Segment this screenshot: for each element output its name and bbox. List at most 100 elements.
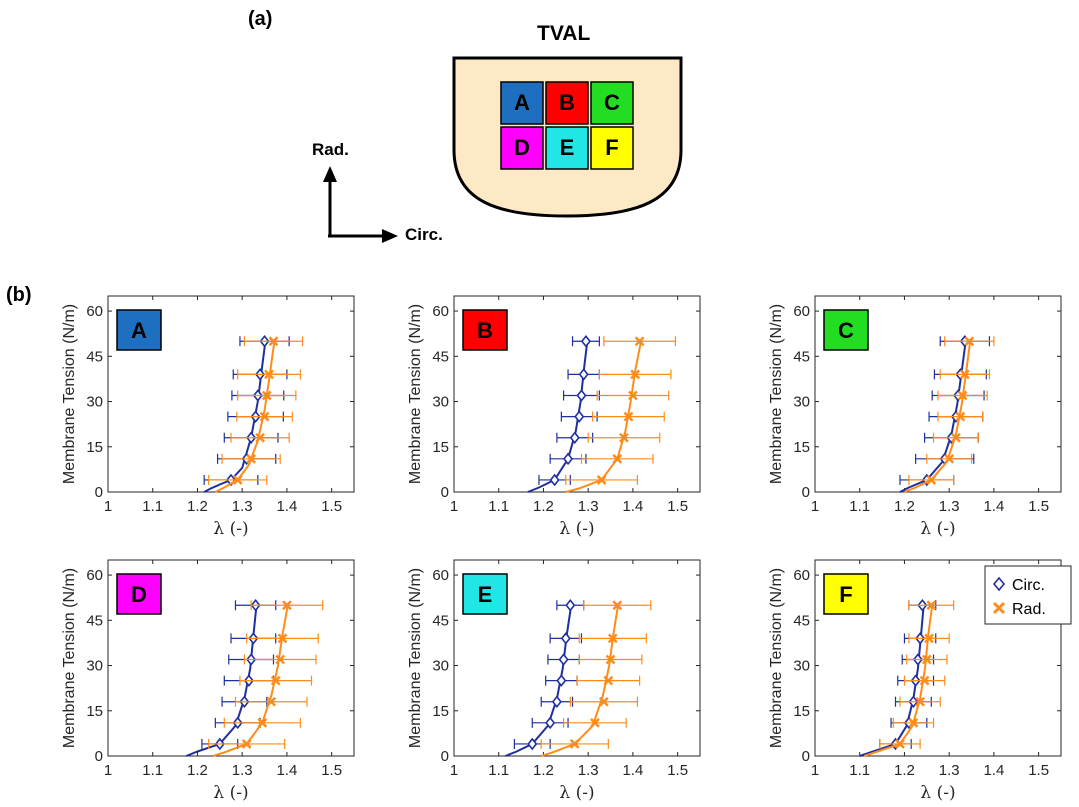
y-tick-label: 0 xyxy=(802,484,810,501)
region-letter-b: B xyxy=(559,90,575,115)
x-tick-label: 1.5 xyxy=(1028,498,1049,515)
region-box-c xyxy=(590,81,634,125)
data-point-rad xyxy=(944,453,955,464)
legend-rad-marker xyxy=(992,601,1006,615)
x-tick-label: 1.5 xyxy=(321,498,342,515)
x-tick-label: 1.3 xyxy=(578,762,599,779)
data-point-rad xyxy=(957,390,968,401)
region-letter-d: D xyxy=(514,135,530,160)
radial-arrow-head xyxy=(323,166,337,182)
x-tick-label: 1.2 xyxy=(894,498,915,515)
data-point-rad xyxy=(623,411,634,422)
y-axis-label: Membrane Tension (N/m) xyxy=(768,568,785,748)
x-tick-label: 1 xyxy=(104,498,112,515)
data-point-rad xyxy=(259,411,270,422)
x-axis-label: λ (-) xyxy=(213,783,248,803)
series-rad xyxy=(863,600,955,757)
y-tick-label: 0 xyxy=(441,484,449,501)
plot-e: 1 1.1 1.2 1.3 1.4 1.5 0 15 30 45 60 λ (-) Membrane T… xyxy=(407,559,701,803)
region-boxes: A B C D E F xyxy=(500,81,634,170)
x-tick-label: 1 xyxy=(104,762,112,779)
x-tick-label: 1.2 xyxy=(187,762,208,779)
diagram-title: TVAL xyxy=(537,22,591,45)
series-rad xyxy=(565,336,677,493)
data-point-circ xyxy=(551,695,562,709)
data-point-rad xyxy=(277,633,288,644)
data-point-circ xyxy=(576,389,587,402)
data-point-rad xyxy=(955,411,966,422)
x-tick-label: 1.5 xyxy=(1028,762,1049,779)
region-box-a xyxy=(500,81,544,125)
x-axis-label: λ (-) xyxy=(559,783,594,803)
x-tick-label: 1.1 xyxy=(488,762,509,779)
data-point-rad xyxy=(270,675,281,686)
x-tick-label: 1.3 xyxy=(232,498,253,515)
data-point-circ xyxy=(545,716,556,730)
y-tick-label: 45 xyxy=(86,348,103,365)
y-tick-label: 15 xyxy=(432,439,449,456)
x-tick-label: 1.4 xyxy=(622,762,643,779)
data-point-rad xyxy=(569,739,580,749)
x-tick-label: 1.3 xyxy=(232,762,253,779)
y-tick-label: 0 xyxy=(802,748,810,765)
plot-c: 1 1.1 1.2 1.3 1.4 1.5 0 15 30 45 60 λ (-) Membrane T… xyxy=(768,295,1062,539)
data-point-rad xyxy=(924,633,934,644)
fit-curve-rad xyxy=(214,341,276,493)
data-point-rad xyxy=(915,696,925,707)
y-axis-label: Membrane Tension (N/m) xyxy=(61,568,78,748)
x-tick-label: 1 xyxy=(811,498,819,515)
data-point-circ xyxy=(563,452,574,466)
valve-diagram: A B C D E F xyxy=(323,56,683,243)
fit-curve-rad xyxy=(540,605,620,757)
x-tick-label: 1.3 xyxy=(578,498,599,515)
data-point-rad xyxy=(590,717,600,728)
y-tick-label: 60 xyxy=(86,567,103,584)
data-point-circ xyxy=(556,674,567,687)
data-point-rad xyxy=(612,453,623,464)
data-point-circ xyxy=(569,431,580,445)
data-point-circ xyxy=(527,737,538,751)
x-tick-label: 1.2 xyxy=(894,762,915,779)
y-axis-label: Membrane Tension (N/m) xyxy=(61,304,78,484)
data-point-circ xyxy=(549,473,560,487)
x-axis-label: λ (-) xyxy=(213,519,248,539)
y-tick-label: 45 xyxy=(793,348,810,365)
y-tick-label: 30 xyxy=(86,394,103,411)
y-tick-label: 0 xyxy=(441,748,449,765)
data-point-rad xyxy=(951,432,961,443)
data-point-rad xyxy=(607,633,618,644)
data-point-circ xyxy=(578,368,589,381)
data-point-rad xyxy=(959,369,970,380)
y-axis-label: Membrane Tension (N/m) xyxy=(407,304,424,484)
series-rad xyxy=(208,336,304,493)
region-badge-letter: F xyxy=(839,582,852,607)
data-point-rad xyxy=(257,717,268,728)
region-box-d xyxy=(500,126,544,170)
x-tick-label: 1.1 xyxy=(488,498,509,515)
x-tick-label: 1.5 xyxy=(321,762,342,779)
y-tick-label: 60 xyxy=(432,303,449,320)
data-point-rad xyxy=(926,600,937,611)
x-tick-label: 1.4 xyxy=(276,762,297,779)
data-point-rad xyxy=(634,336,645,347)
x-tick-label: 1.5 xyxy=(667,762,688,779)
direction-arrows xyxy=(323,166,398,243)
y-tick-label: 45 xyxy=(432,348,449,365)
data-point-rad xyxy=(919,675,930,686)
x-axis-label: λ (-) xyxy=(920,783,955,803)
region-box-f xyxy=(590,126,634,170)
region-letter-a: A xyxy=(514,90,530,115)
region-badge-b xyxy=(462,309,508,351)
region-badge-letter: D xyxy=(131,582,147,607)
data-point-rad xyxy=(908,717,919,728)
y-tick-label: 60 xyxy=(432,567,449,584)
data-point-rad xyxy=(619,432,629,443)
y-tick-label: 60 xyxy=(793,303,810,320)
x-tick-label: 1.1 xyxy=(142,762,163,779)
y-tick-label: 30 xyxy=(432,658,449,675)
x-tick-label: 1.3 xyxy=(939,762,960,779)
y-tick-label: 15 xyxy=(86,439,103,456)
y-tick-label: 45 xyxy=(86,612,103,629)
